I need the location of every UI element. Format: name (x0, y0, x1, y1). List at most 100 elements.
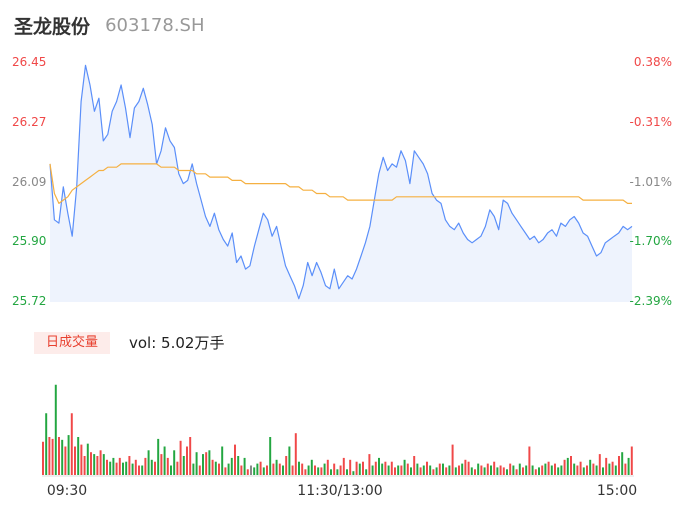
volume-bar (141, 465, 144, 475)
volume-bar (250, 465, 252, 475)
volume-bar (592, 463, 595, 475)
volume-bar (218, 463, 220, 475)
volume-bar (93, 454, 96, 475)
volume-bar (499, 465, 502, 475)
volume-bar (582, 467, 585, 475)
volume-bar (246, 469, 249, 475)
volume-bar (595, 465, 598, 475)
volume-bar (624, 463, 627, 475)
volume-bar (614, 465, 617, 475)
volume-bar (240, 465, 243, 475)
volume-bar (438, 463, 441, 475)
volume-bar (480, 465, 483, 475)
volume-bar (426, 461, 428, 475)
volume-bar (362, 461, 364, 475)
volume-bar (326, 459, 329, 475)
volume-bar (179, 440, 182, 475)
volume-bar (576, 465, 579, 475)
volume-bar (198, 465, 201, 475)
volume-bar (243, 457, 246, 475)
volume-bar (48, 437, 51, 475)
volume-bar (515, 469, 518, 475)
volume-bar (451, 444, 454, 475)
y-pct-tick-label: -1.01% (630, 175, 672, 189)
volume-bar (355, 461, 358, 475)
volume-bar (298, 461, 300, 475)
price-axes: 26.45 26.27 26.09 25.90 25.72 0.38% -0.31% -1.0… (12, 55, 672, 308)
volume-bar (310, 459, 313, 475)
volume-bar (557, 467, 560, 475)
volume-bar (275, 459, 278, 475)
volume-bar (266, 465, 268, 475)
volume-bar (317, 467, 320, 475)
volume-bar (518, 463, 521, 475)
volume-bar (410, 467, 412, 475)
time-axis: 09:30 11:30/13:00 15:00 (42, 475, 637, 499)
volume-bar (45, 413, 48, 475)
volume-bar (285, 456, 288, 475)
y-pct-tick-label: -1.70% (630, 234, 672, 248)
volume-bar (560, 465, 563, 475)
volume-bar (144, 457, 147, 475)
volume-bar (288, 446, 291, 475)
volume-bar (208, 450, 211, 475)
volume-bar (150, 459, 153, 475)
volume-bar (432, 469, 435, 475)
volume-bar (333, 463, 336, 475)
volume-bar (282, 465, 284, 475)
volume-bar (125, 461, 128, 475)
x-tick-label: 11:30/13:00 (297, 483, 382, 499)
volume-bar (598, 454, 601, 475)
volume-bar (115, 462, 118, 475)
volume-bar (464, 459, 467, 475)
volume-bar (58, 437, 60, 475)
volume-bar (278, 463, 281, 475)
volume-bar (51, 438, 54, 475)
volume-bar (602, 467, 604, 475)
volume-bar (102, 454, 105, 475)
volume-bar (253, 467, 256, 475)
y-tick-label: 26.09 (12, 175, 46, 189)
y-tick-label: 25.90 (12, 234, 46, 248)
volume-bar (42, 441, 44, 475)
volume-bar (90, 452, 92, 475)
volume-bar (483, 467, 486, 475)
volume-bar (621, 452, 624, 475)
stock-code: 603178.SH (105, 15, 205, 36)
volume-bar (470, 467, 473, 475)
volume-bar (618, 456, 620, 475)
volume-bar (490, 465, 492, 475)
volume-bar (381, 463, 384, 475)
x-tick-label: 15:00 (597, 483, 637, 499)
volume-bar (458, 465, 460, 475)
volume-bar (86, 443, 89, 475)
volume-bar (64, 446, 67, 475)
volume-bar (230, 457, 233, 475)
volume-bar (502, 467, 505, 475)
volume-bar (544, 463, 547, 475)
volume-bar (269, 437, 272, 475)
volume-bar (387, 465, 390, 475)
volume-bar (608, 463, 611, 475)
stock-header: 圣龙股份 603178.SH (14, 12, 205, 40)
y-tick-label: 25.72 (12, 294, 46, 308)
price-panel (49, 64, 633, 302)
volume-bar (400, 465, 403, 475)
volume-bar (563, 459, 566, 475)
volume-bar (70, 413, 73, 475)
volume-bar (80, 444, 83, 475)
volume-bar (157, 438, 160, 475)
volume-bar (566, 457, 569, 475)
y-tick-label: 26.45 (12, 55, 46, 69)
volume-bar (435, 467, 438, 475)
average-price-line (49, 163, 632, 204)
volume-bar (371, 465, 374, 475)
volume-bar (586, 465, 588, 475)
volume-panel (42, 384, 633, 475)
volume-bar (262, 467, 265, 475)
volume-bar (352, 471, 355, 475)
volume-bar (522, 467, 524, 475)
volume-bar (234, 444, 236, 475)
volume-bar (573, 463, 576, 475)
